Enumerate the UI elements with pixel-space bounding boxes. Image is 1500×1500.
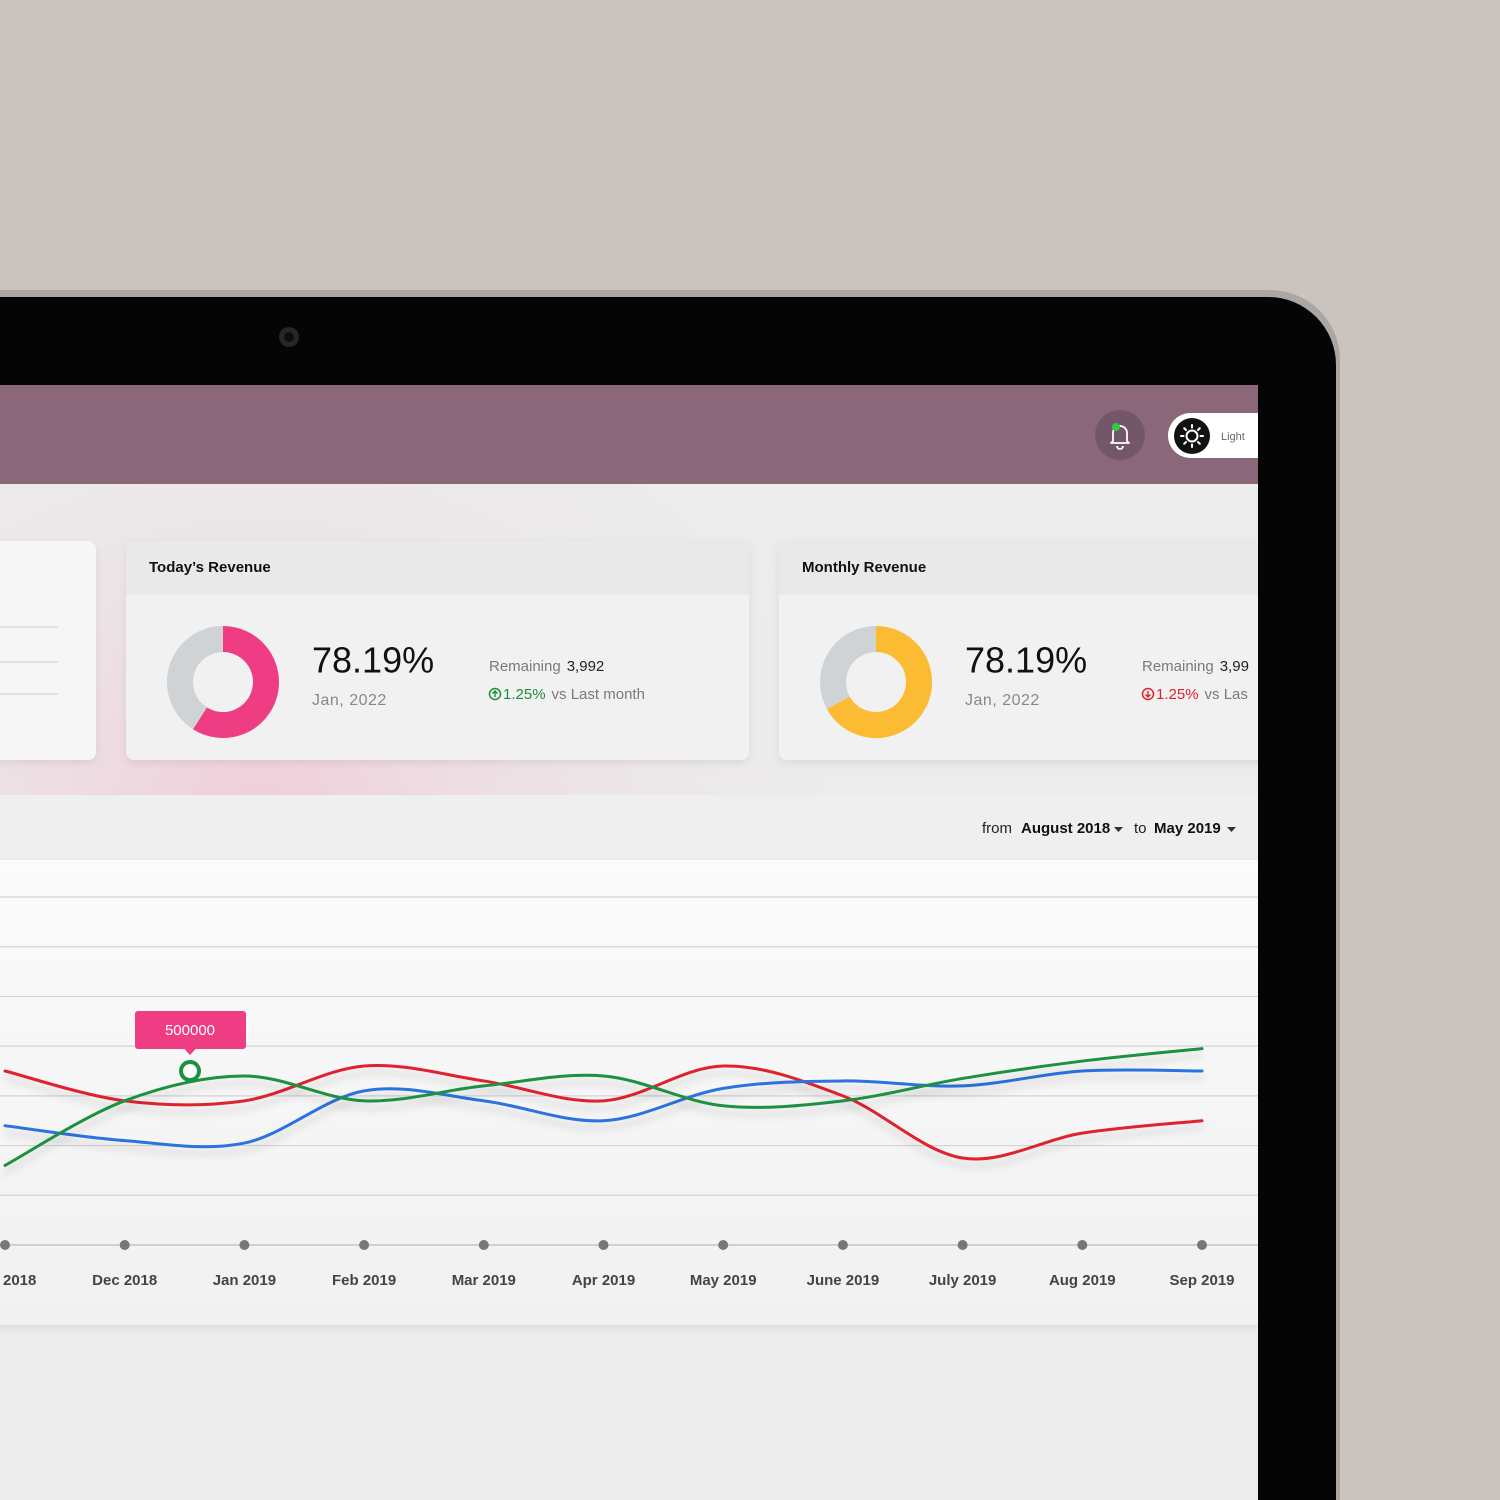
- bell-icon: [1110, 425, 1130, 450]
- x-tick-dot: [1077, 1240, 1088, 1250]
- dropdown-arrow[interactable]: [1227, 827, 1236, 832]
- donut-segment: [167, 626, 224, 730]
- highlight-point[interactable]: [179, 1060, 201, 1082]
- tooltip-label: 500000: [165, 1022, 215, 1039]
- x-tick-dot: [837, 1240, 848, 1250]
- x-tick-label: 2018: [3, 1272, 36, 1289]
- x-tick-label: Sep 2019: [1169, 1272, 1234, 1289]
- remaining: Remaining 3,992: [489, 658, 604, 675]
- x-tick-label: May 2019: [690, 1272, 757, 1289]
- x-tick-label: Dec 2018: [92, 1272, 157, 1289]
- chart-panel: [0, 860, 1258, 1325]
- x-tick-label: Apr 2019: [572, 1272, 635, 1289]
- notification-dot: [1112, 423, 1120, 431]
- card-background: [126, 541, 749, 760]
- change: 1.25% vs Las: [1156, 686, 1248, 703]
- remaining-value: 3,99: [1220, 658, 1249, 675]
- change-arrow: [492, 690, 498, 697]
- theme-toggle[interactable]: Light: [1168, 413, 1288, 458]
- tooltip-pointer: [184, 1048, 196, 1055]
- remaining: Remaining 3,99: [1142, 658, 1249, 675]
- donut-segment: [826, 626, 932, 738]
- x-tick-dot: [1197, 1240, 1207, 1250]
- tooltip: 500000: [135, 1011, 246, 1055]
- x-tick-label: June 2019: [807, 1272, 880, 1289]
- to-select[interactable]: May 2019: [1154, 820, 1221, 837]
- x-tick-dot: [598, 1240, 609, 1250]
- card-date: Jan, 2022: [312, 692, 387, 709]
- revenue-card: Today’s Revenue 78.19% Jan, 2022 Remaining 3…: [126, 541, 749, 760]
- x-tick-label: July 2019: [929, 1272, 997, 1289]
- notification-circle: [1095, 410, 1145, 460]
- x-tick-dot: [239, 1240, 250, 1250]
- series-line: [3, 1047, 1204, 1167]
- to-label: to: [1134, 820, 1147, 837]
- revenue-cards: Today’s Revenue 78.19% Jan, 2022 Remaining 3…: [126, 541, 1258, 760]
- x-tick-dot: [718, 1240, 729, 1250]
- x-tick-dot: [119, 1240, 130, 1250]
- top-bar: [0, 385, 1258, 484]
- toggle-knob: [1174, 418, 1210, 454]
- change-icon: [488, 687, 502, 701]
- remaining-label: Remaining: [1142, 658, 1214, 675]
- theme-label: Light: [1221, 431, 1245, 443]
- x-tick-dot: [359, 1240, 370, 1250]
- change-icon: [1141, 687, 1155, 701]
- card-header: [126, 541, 749, 595]
- x-tick-label: Mar 2019: [452, 1272, 516, 1289]
- x-tick-label: Jan 2019: [213, 1272, 276, 1289]
- sun-icon: [1180, 424, 1204, 448]
- dropdown-arrow[interactable]: [1114, 827, 1123, 832]
- from-select[interactable]: August 2018: [1021, 820, 1110, 837]
- change-arrow: [1145, 691, 1151, 698]
- camera-lens: [284, 332, 294, 342]
- series-line: [3, 1068, 1204, 1149]
- from-label: from: [982, 820, 1012, 837]
- x-tick-label: Feb 2019: [332, 1272, 396, 1289]
- change-suffix: vs Las: [1205, 686, 1248, 703]
- date-filter: from August 2018 to May 2019: [982, 820, 1236, 837]
- card-header: [779, 541, 1258, 595]
- notification-button[interactable]: [1095, 410, 1145, 460]
- donut-segment: [193, 626, 279, 738]
- x-tick-dot: [478, 1240, 489, 1250]
- card-percent: 78.19%: [312, 640, 434, 681]
- card-percent: 78.19%: [965, 640, 1087, 681]
- card-date: Jan, 2022: [965, 692, 1040, 709]
- donut-segment: [820, 626, 877, 709]
- change-value: 1.25%: [1156, 686, 1199, 703]
- change: 1.25% vs Last month: [503, 686, 645, 703]
- series-line: [3, 1064, 1204, 1161]
- remaining-label: Remaining: [489, 658, 561, 675]
- x-tick-dot: [957, 1240, 968, 1250]
- revenue-card: Monthly Revenue 78.19% Jan, 2022 Remaining 3…: [779, 541, 1258, 760]
- change-suffix: vs Last month: [552, 686, 645, 703]
- card-title: Monthly Revenue: [802, 559, 926, 576]
- screen: Light Today’s Revenue 78.19% Jan, 2022 Rema…: [0, 385, 1288, 1500]
- change-value: 1.25%: [503, 686, 546, 703]
- card-background: [0, 541, 96, 760]
- partial-card: [0, 541, 96, 760]
- remaining-value: 3,992: [567, 658, 605, 675]
- tooltip-box: [135, 1011, 246, 1049]
- filter-bar: [0, 795, 1258, 860]
- x-tick-label: Aug 2019: [1049, 1272, 1116, 1289]
- x-tick-dot: [0, 1240, 10, 1250]
- line-chart: 2018 Dec 2018 Jan 2019 Feb 2019 Mar 2019 Apr …: [0, 896, 1258, 1289]
- card-title: Today’s Revenue: [149, 559, 271, 576]
